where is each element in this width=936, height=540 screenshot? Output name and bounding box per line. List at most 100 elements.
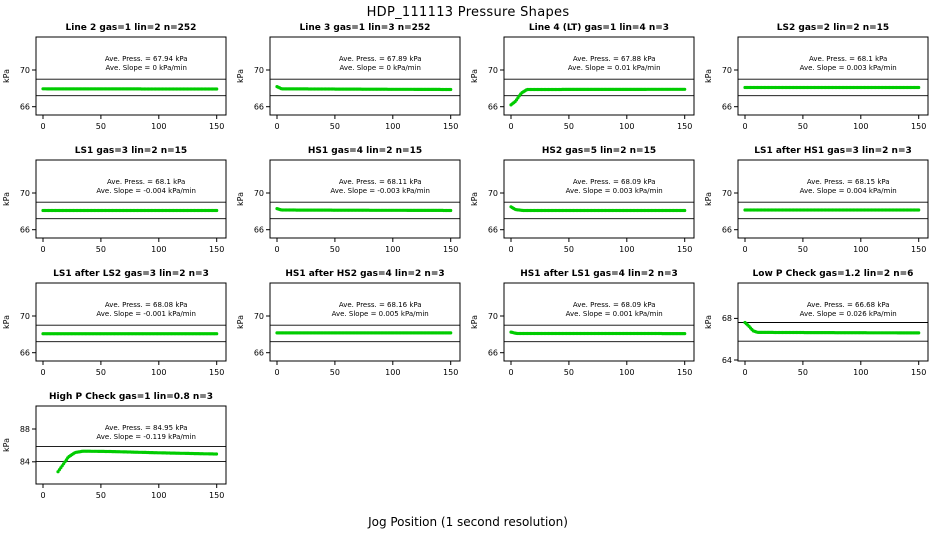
chart-panel: LS2 gas=2 lin=2 n=15 66 70 0 50 100 150 kPa Ave.… bbox=[702, 22, 936, 145]
x-tick-label: 50 bbox=[798, 245, 808, 254]
y-tick-label: 70 bbox=[254, 66, 264, 75]
y-tick-label: 66 bbox=[722, 103, 732, 112]
reference-lines bbox=[36, 324, 226, 343]
x-tick-label: 50 bbox=[96, 245, 106, 254]
x-tick-label: 100 bbox=[151, 122, 166, 131]
ave-press-annotation: Ave. Press. = 68.09 kPa bbox=[573, 178, 656, 186]
ave-slope-annotation: Ave. Slope = 0.003 kPa/min bbox=[566, 187, 663, 195]
y-axis-unit-label: kPa bbox=[470, 315, 479, 329]
panel-plot: 66 70 0 50 100 150 kPa Ave. Press. = 67.88 kPaA… bbox=[470, 36, 695, 131]
y-tick-label: 66 bbox=[254, 349, 264, 358]
data-points bbox=[56, 449, 219, 474]
y-axis-unit-label: kPa bbox=[704, 192, 713, 206]
data-points bbox=[509, 87, 687, 107]
reference-lines bbox=[36, 446, 226, 462]
y-tick-label: 70 bbox=[722, 189, 732, 198]
ave-slope-annotation: Ave. Slope = -0.001 kPa/min bbox=[96, 310, 196, 318]
plot-box bbox=[269, 282, 461, 362]
ave-slope-annotation: Ave. Slope = -0.003 kPa/min bbox=[330, 187, 430, 195]
ave-slope-annotation: Ave. Slope = 0.004 kPa/min bbox=[800, 187, 897, 195]
panel-plot: 66 70 0 50 100 150 kPa Ave. Press. = 67.89 kPaA… bbox=[236, 36, 461, 131]
x-tick-label: 0 bbox=[40, 245, 45, 254]
data-points bbox=[509, 205, 687, 213]
x-tick-label: 150 bbox=[209, 245, 224, 254]
x-tick-label: 150 bbox=[677, 245, 692, 254]
data-points bbox=[743, 85, 921, 90]
y-tick-label: 70 bbox=[722, 66, 732, 75]
y-tick-label: 64 bbox=[722, 356, 732, 365]
x-tick-label: 50 bbox=[96, 368, 106, 377]
y-axis-unit-label: kPa bbox=[2, 438, 11, 452]
reference-lines bbox=[270, 324, 460, 343]
plot-page: HDP_111113 Pressure Shapes Line 2 gas=1 … bbox=[0, 5, 936, 529]
plot-box bbox=[35, 282, 227, 362]
y-tick-label: 70 bbox=[20, 66, 30, 75]
y-tick-label: 70 bbox=[20, 312, 30, 321]
y-tick-label: 66 bbox=[488, 226, 498, 235]
x-tick-label: 150 bbox=[911, 245, 926, 254]
data-points bbox=[41, 332, 219, 336]
panel-plot: 66 70 0 50 100 150 kPa Ave. Press. = 68.08 kPaA… bbox=[2, 282, 227, 377]
y-tick-label: 66 bbox=[20, 226, 30, 235]
panel-plot: 66 70 0 50 100 150 kPa Ave. Press. = 68.11 kPaA… bbox=[236, 159, 461, 254]
panel-title: HS1 gas=4 lin=2 n=15 bbox=[307, 146, 423, 156]
reference-lines bbox=[36, 201, 226, 220]
x-tick-label: 0 bbox=[742, 245, 747, 254]
ave-press-annotation: Ave. Press. = 68.15 kPa bbox=[807, 178, 890, 186]
panel-title: Line 4 (LT) gas=1 lin=4 n=3 bbox=[528, 23, 670, 33]
y-tick-label: 84 bbox=[20, 458, 30, 467]
x-tick-label: 100 bbox=[385, 122, 400, 131]
chart-panel: Line 2 gas=1 lin=2 n=252 66 70 0 50 100 150 kPa… bbox=[0, 22, 234, 145]
data-points bbox=[41, 208, 219, 213]
ave-slope-annotation: Ave. Slope = -0.004 kPa/min bbox=[96, 187, 196, 195]
x-axis-label: Jog Position (1 second resolution) bbox=[368, 515, 568, 529]
reference-lines bbox=[504, 324, 694, 343]
plot-box bbox=[503, 159, 695, 239]
ave-press-annotation: Ave. Press. = 67.94 kPa bbox=[105, 55, 188, 63]
x-tick-label: 100 bbox=[853, 368, 868, 377]
x-tick-label: 0 bbox=[742, 122, 747, 131]
chart-panel: High P Check gas=1 lin=0.8 n=3 84 88 0 50 100… bbox=[0, 391, 234, 514]
panel-title: Line 2 gas=1 lin=2 n=252 bbox=[65, 23, 197, 33]
panel-title: LS1 gas=3 lin=2 n=15 bbox=[74, 146, 188, 156]
x-tick-label: 0 bbox=[508, 245, 513, 254]
panel-title: HS1 after LS1 gas=4 lin=2 n=3 bbox=[520, 269, 678, 279]
x-tick-label: 100 bbox=[151, 245, 166, 254]
ave-press-annotation: Ave. Press. = 67.88 kPa bbox=[573, 55, 656, 63]
y-tick-label: 68 bbox=[722, 314, 732, 323]
data-points bbox=[509, 330, 687, 336]
plot-box bbox=[35, 159, 227, 239]
plot-box bbox=[35, 405, 227, 485]
ave-slope-annotation: Ave. Slope = 0.003 kPa/min bbox=[800, 64, 897, 72]
x-tick-label: 0 bbox=[508, 122, 513, 131]
ave-press-annotation: Ave. Press. = 68.16 kPa bbox=[339, 301, 422, 309]
x-tick-label: 0 bbox=[40, 491, 45, 500]
y-tick-label: 66 bbox=[20, 103, 30, 112]
chart-panel: LS1 after HS1 gas=3 lin=2 n=3 66 70 0 50 100 1… bbox=[702, 145, 936, 268]
x-tick-label: 100 bbox=[151, 368, 166, 377]
chart-panel: Line 4 (LT) gas=1 lin=4 n=3 66 70 0 50 100 150… bbox=[468, 22, 702, 145]
panel-title: Line 3 gas=1 lin=3 n=252 bbox=[299, 23, 431, 33]
ave-press-annotation: Ave. Press. = 68.08 kPa bbox=[105, 301, 188, 309]
ave-slope-annotation: Ave. Slope = 0.001 kPa/min bbox=[566, 310, 663, 318]
y-axis-unit-label: kPa bbox=[470, 192, 479, 206]
x-tick-label: 150 bbox=[911, 122, 926, 131]
y-axis-unit-label: kPa bbox=[704, 315, 713, 329]
y-tick-label: 66 bbox=[722, 226, 732, 235]
x-tick-label: 150 bbox=[209, 368, 224, 377]
data-points bbox=[743, 208, 921, 212]
reference-lines bbox=[504, 201, 694, 220]
reference-lines bbox=[504, 78, 694, 97]
panel-title: HS1 after HS2 gas=4 lin=2 n=3 bbox=[285, 269, 445, 279]
y-axis-unit-label: kPa bbox=[704, 69, 713, 83]
x-tick-label: 0 bbox=[274, 122, 279, 131]
ave-press-annotation: Ave. Press. = 67.89 kPa bbox=[339, 55, 422, 63]
panel-plot: 84 88 0 50 100 150 kPa Ave. Press. = 84.95 kPaA… bbox=[2, 405, 227, 500]
x-tick-label: 0 bbox=[274, 368, 279, 377]
y-tick-label: 70 bbox=[254, 312, 264, 321]
plot-box bbox=[737, 159, 929, 239]
x-tick-label: 100 bbox=[853, 245, 868, 254]
x-tick-label: 0 bbox=[274, 245, 279, 254]
y-tick-label: 70 bbox=[488, 312, 498, 321]
chart-panel: HS1 after LS1 gas=4 lin=2 n=3 66 70 0 50 100 1… bbox=[468, 268, 702, 391]
